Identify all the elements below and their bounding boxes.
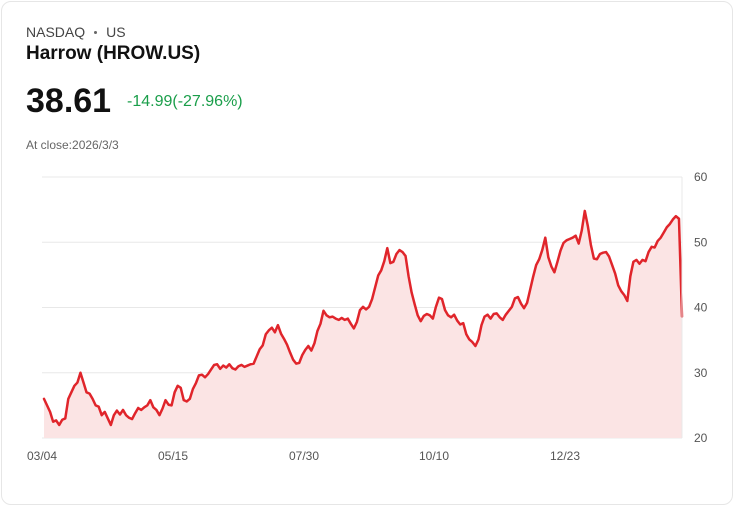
exchange-name: NASDAQ <box>26 24 86 40</box>
x-tick-label: 10/10 <box>419 449 449 463</box>
x-axis-ticks: 03/04 05/15 07/30 10/10 12/23 <box>27 449 580 463</box>
y-tick-label: 40 <box>694 301 708 315</box>
price-area <box>44 210 682 438</box>
current-price: 38.61 <box>26 82 112 120</box>
y-tick-label: 50 <box>694 235 708 249</box>
x-tick-label: 05/15 <box>158 449 188 463</box>
region: US <box>106 24 126 40</box>
x-tick-label: 03/04 <box>27 449 57 463</box>
separator-dot-icon <box>94 30 98 34</box>
x-tick-label: 07/30 <box>289 449 319 463</box>
y-tick-label: 30 <box>694 366 708 380</box>
y-tick-label: 60 <box>694 170 708 184</box>
y-tick-label: 20 <box>694 431 708 445</box>
price-line <box>42 209 684 427</box>
stock-title: Harrow (HROW.US) <box>26 43 201 64</box>
price-change: -14.99(-27.96%) <box>127 93 243 110</box>
exchange-line: NASDAQ US <box>26 24 126 40</box>
x-tick-label: 12/23 <box>550 449 580 463</box>
y-axis-ticks: 60 50 40 30 20 <box>694 170 708 445</box>
close-date: At close:2026/3/3 <box>26 138 119 152</box>
